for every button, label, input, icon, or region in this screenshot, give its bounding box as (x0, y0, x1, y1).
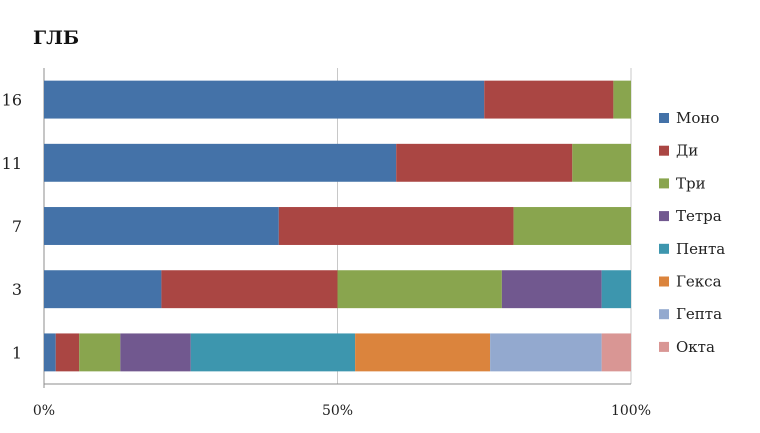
legend-swatch (659, 211, 669, 222)
bar-segment-3-Ди (161, 270, 338, 309)
category-label: 11 (2, 154, 22, 173)
bar-segment-16-Моно (44, 80, 485, 119)
bar-segment-1-Три (79, 333, 121, 372)
bar-segment-3-Пента (601, 270, 631, 309)
bar-segment-1-Моно (44, 333, 56, 372)
bar-segment-11-Моно (44, 143, 397, 182)
bar-segment-1-Ди (55, 333, 80, 372)
bar-segment-1-Тетра (120, 333, 191, 372)
bar-segment-7-Моно (44, 207, 279, 245)
legend-label: Гекса (676, 273, 722, 291)
legend-label: Моно (676, 109, 719, 127)
legend-swatch (659, 113, 669, 123)
legend-swatch (659, 178, 669, 189)
bar-segment-1-Гекса (355, 333, 491, 372)
bar-segment-1-Пента (190, 333, 356, 372)
x-tick-label: 0% (33, 403, 55, 419)
legend-swatch (659, 276, 669, 287)
legend-label: Тетра (676, 207, 722, 225)
legend-label: Ди (676, 142, 698, 160)
bar-segment-1-Окта (601, 333, 631, 372)
bar-segment-7-Ди (278, 207, 514, 245)
category-label: 3 (12, 280, 22, 299)
bars (44, 80, 631, 372)
bar-segment-3-Три (337, 270, 502, 309)
legend-swatch (659, 145, 669, 156)
legend-swatch (659, 341, 669, 352)
legend-swatch (659, 309, 669, 320)
legend-swatch (659, 243, 669, 254)
bar-segment-16-Три (613, 80, 631, 119)
bar-segment-11-Три (572, 143, 631, 182)
legend-label: Три (676, 174, 706, 192)
chart-title: ГЛБ (33, 27, 79, 49)
bar-segment-3-Моно (44, 270, 162, 309)
bar-segment-3-Тетра (501, 270, 602, 309)
category-label: 7 (12, 217, 22, 236)
legend-label: Пента (676, 240, 725, 258)
legend-label: Гепта (676, 305, 722, 323)
x-tick-label: 50% (322, 403, 353, 419)
x-tick-label: 100% (611, 403, 651, 419)
category-label: 1 (12, 343, 22, 362)
x-tick-labels: 0% 50% 100% (33, 403, 651, 419)
legend: Моно Ди Три Тетра Пента Гекса Гепта Окта (659, 109, 725, 356)
bar-segment-16-Ди (484, 80, 614, 119)
category-labels: 16 11 7 3 1 (2, 91, 22, 363)
bar-segment-7-Три (513, 207, 631, 245)
category-label: 16 (2, 91, 22, 110)
bar-segment-1-Гепта (490, 333, 602, 372)
bar-segment-11-Ди (396, 143, 573, 182)
legend-label: Окта (676, 338, 715, 356)
